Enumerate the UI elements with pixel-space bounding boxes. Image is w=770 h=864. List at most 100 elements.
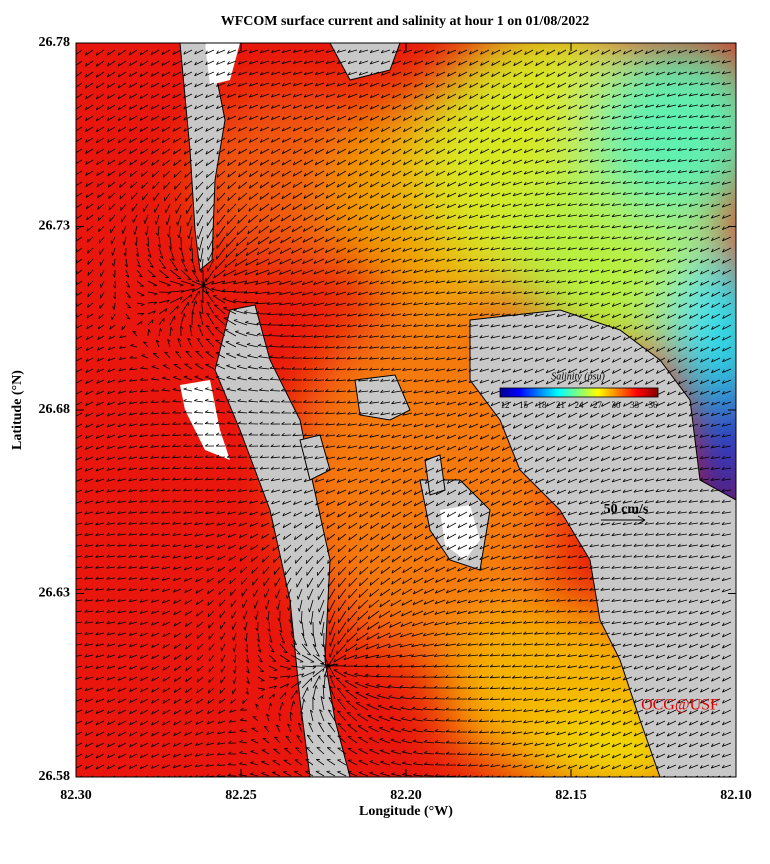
current-arrow <box>84 115 94 122</box>
current-arrow <box>699 599 710 604</box>
current-arrow <box>237 115 248 121</box>
current-arrow <box>567 478 578 484</box>
current-arrow <box>534 653 545 657</box>
current-arrow <box>96 357 105 362</box>
current-arrow <box>143 341 149 348</box>
current-arrow <box>216 93 226 98</box>
current-arrow <box>279 632 285 644</box>
current-arrow <box>380 225 391 231</box>
current-arrow <box>447 104 457 111</box>
current-arrow <box>358 478 369 484</box>
current-arrow <box>433 653 446 657</box>
current-arrow <box>446 368 457 372</box>
current-arrow <box>445 643 457 647</box>
current-arrow <box>414 93 424 99</box>
current-arrow <box>358 467 369 472</box>
current-arrow <box>85 137 94 144</box>
current-arrow <box>381 115 391 121</box>
current-arrow <box>270 137 281 143</box>
current-arrow <box>158 328 163 337</box>
current-arrow <box>435 258 446 262</box>
current-arrow <box>264 599 270 610</box>
current-arrow <box>139 565 149 569</box>
current-arrow <box>347 236 358 243</box>
current-arrow <box>230 588 237 596</box>
current-arrow <box>128 543 138 547</box>
current-arrow <box>194 363 204 370</box>
current-arrow <box>380 192 391 199</box>
current-arrow <box>129 170 138 177</box>
current-arrow <box>118 379 127 383</box>
current-arrow <box>677 499 688 503</box>
current-arrow <box>666 203 677 207</box>
current-arrow <box>446 236 457 241</box>
current-arrow <box>600 104 611 109</box>
current-arrow <box>600 511 611 515</box>
current-arrow <box>314 93 325 98</box>
current-arrow <box>435 368 446 372</box>
current-arrow <box>84 445 94 450</box>
current-arrow <box>301 671 316 678</box>
current-arrow <box>578 357 589 363</box>
current-arrow <box>347 60 358 65</box>
current-arrow <box>666 158 677 162</box>
current-arrow <box>479 247 490 251</box>
current-arrow <box>688 643 699 649</box>
current-arrow <box>523 434 534 440</box>
current-arrow <box>391 500 402 507</box>
current-arrow <box>291 345 303 348</box>
current-arrow <box>600 280 611 285</box>
current-arrow <box>292 444 303 448</box>
current-arrow <box>369 60 380 65</box>
current-arrow <box>380 456 391 461</box>
current-arrow <box>436 126 446 133</box>
current-arrow <box>534 544 545 549</box>
current-arrow <box>268 643 275 653</box>
current-arrow <box>545 203 556 207</box>
current-arrow <box>270 466 281 470</box>
current-arrow <box>162 159 171 167</box>
current-arrow <box>677 192 688 196</box>
current-arrow <box>590 60 600 66</box>
current-arrow <box>436 115 446 122</box>
current-arrow <box>358 599 369 610</box>
current-arrow <box>180 280 195 287</box>
current-arrow <box>346 345 358 349</box>
current-arrow <box>312 643 320 657</box>
current-arrow <box>600 533 611 537</box>
current-arrow <box>456 664 468 668</box>
current-arrow <box>183 82 193 88</box>
current-arrow <box>545 478 556 484</box>
current-arrow <box>534 235 545 240</box>
current-arrow <box>468 500 479 507</box>
current-arrow <box>721 532 732 537</box>
current-arrow <box>667 335 677 341</box>
current-arrow <box>457 544 468 550</box>
current-arrow <box>301 665 317 669</box>
current-arrow <box>76 544 83 547</box>
current-arrow <box>282 500 292 505</box>
current-arrow <box>611 543 622 547</box>
current-arrow <box>490 312 501 317</box>
current-arrow <box>467 621 479 625</box>
current-arrow <box>391 533 402 541</box>
current-arrow <box>601 368 611 374</box>
current-arrow <box>478 642 490 646</box>
current-arrow <box>173 159 182 167</box>
current-arrow <box>457 533 468 540</box>
current-arrow <box>128 82 138 89</box>
current-arrow <box>247 376 259 381</box>
current-arrow <box>501 555 512 560</box>
current-arrow <box>369 356 380 360</box>
current-arrow <box>303 137 314 143</box>
current-arrow <box>721 423 732 427</box>
current-arrow <box>119 334 127 339</box>
current-arrow <box>136 291 145 297</box>
current-arrow <box>336 378 347 382</box>
current-arrow <box>150 433 160 437</box>
current-arrow <box>611 456 622 461</box>
current-arrow <box>337 533 347 541</box>
current-arrow <box>468 236 479 240</box>
current-arrow <box>150 499 160 503</box>
current-arrow <box>700 269 710 275</box>
